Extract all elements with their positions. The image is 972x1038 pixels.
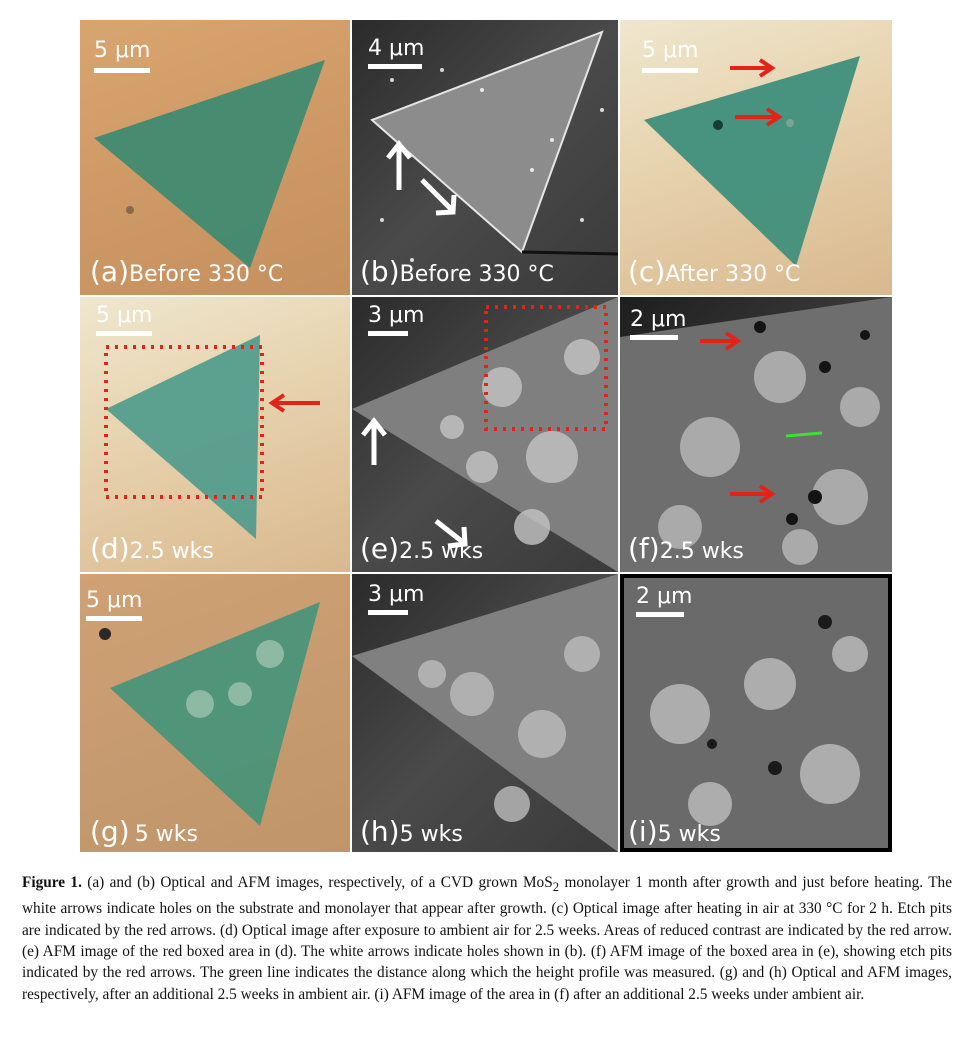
- scale-bar-c: [642, 68, 698, 73]
- white-arrows-b: [386, 139, 457, 216]
- panel-label-d: (d)2.5 wks: [90, 532, 214, 565]
- scale-label-f: 2 μm: [630, 307, 687, 332]
- panel-d-image: [104, 335, 320, 539]
- red-arrows-c: [730, 58, 783, 127]
- panel-c: 5 μm (c)After 330 °C: [620, 20, 892, 295]
- scale-label-b: 4 μm: [368, 36, 425, 61]
- red-arrow-d: [268, 393, 320, 413]
- scale-label-g: 5 μm: [86, 588, 143, 613]
- scale-bar-a: [94, 68, 150, 73]
- green-profile-line: [785, 431, 823, 438]
- panel-label-a: (a)Before 330 °C: [90, 255, 284, 288]
- panel-g: 5 μm (g) 5 wks: [80, 574, 350, 852]
- panel-f-image: [620, 297, 892, 572]
- panel-h: 3 μm (h)5 wks: [352, 574, 618, 852]
- panel-h-image: [352, 574, 618, 852]
- scale-label-e: 3 μm: [368, 303, 425, 328]
- panel-i-image: [624, 578, 888, 848]
- scale-bar-d: [96, 331, 152, 336]
- panel-a-image: [94, 60, 325, 268]
- scale-bar-e: [368, 331, 408, 336]
- caption-subscript: 2: [552, 880, 560, 895]
- caption-text-start: (a) and (b) Optical and AFM images, resp…: [81, 874, 553, 891]
- scale-bar-h: [368, 610, 408, 615]
- panel-g-image: [99, 602, 320, 826]
- panel-label-f: (f)2.5 wks: [628, 532, 744, 565]
- panel-label-i: (i)5 wks: [628, 815, 721, 848]
- red-boxed-area-e: [484, 305, 608, 431]
- scale-bar-g: [86, 616, 142, 621]
- panel-e: 3 μm (e)2.5 wks: [352, 297, 618, 572]
- scale-bar-f: [630, 335, 678, 340]
- scale-label-d: 5 μm: [96, 303, 153, 328]
- scale-label-h: 3 μm: [368, 582, 425, 607]
- panel-c-image: [644, 56, 860, 266]
- caption-text-rest: monolayer 1 month after growth and just …: [22, 874, 952, 1003]
- panel-b: 4 μm (b)Before 330 °C: [352, 20, 618, 295]
- panel-label-e: (e)2.5 wks: [360, 532, 484, 565]
- scale-label-c: 5 μm: [642, 38, 699, 63]
- red-arrows-f: [700, 331, 776, 504]
- panel-a: 5 μm (a)Before 330 °C: [80, 20, 350, 295]
- scale-bar-b: [368, 64, 422, 69]
- panel-label-g: (g) 5 wks: [90, 815, 198, 848]
- scale-bar-i: [636, 612, 684, 617]
- scale-label-i: 2 μm: [636, 584, 693, 609]
- panel-e-image: [352, 297, 618, 572]
- panel-d: 5 μm (d)2.5 wks: [80, 297, 350, 572]
- panel-label-c: (c)After 330 °C: [628, 255, 801, 288]
- panel-b-image: [370, 30, 618, 262]
- panel-f: 2 μm (f)2.5 wks: [620, 297, 892, 572]
- white-arrows-e: [361, 416, 468, 549]
- scale-label-a: 5 μm: [94, 38, 151, 63]
- panel-label-b: (b)Before 330 °C: [360, 255, 554, 288]
- figure-1: 5 μm (a)Before 330 °C 4 μm (b)Before 330…: [80, 20, 892, 852]
- figure-caption: Figure 1. (a) and (b) Optical and AFM im…: [22, 872, 952, 1005]
- caption-figure-label: Figure 1.: [22, 874, 82, 891]
- panel-i: 2 μm (i)5 wks: [620, 574, 892, 852]
- panel-label-h: (h)5 wks: [360, 815, 463, 848]
